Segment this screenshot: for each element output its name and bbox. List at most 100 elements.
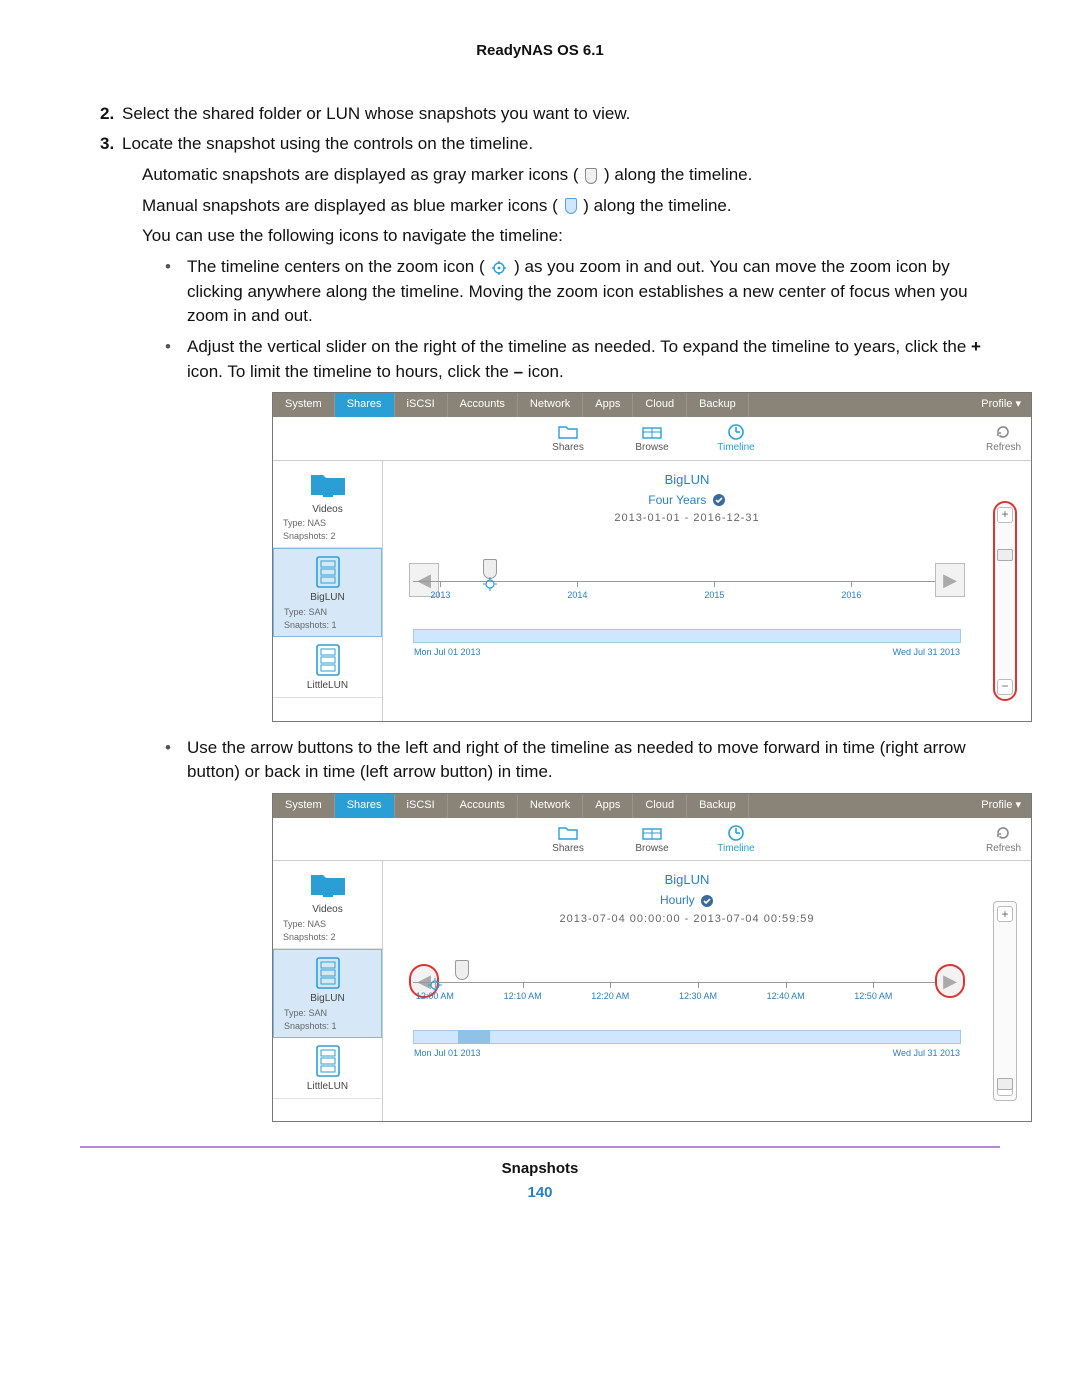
tl-sub2-text: Hourly bbox=[660, 893, 695, 907]
sidebar-2: VideosType: NASSnapshots: 2BigLUNType: S… bbox=[273, 861, 383, 1121]
tick-label: 2016 bbox=[841, 589, 861, 602]
sidebar-item-littlelun[interactable]: LittleLUN bbox=[273, 1038, 382, 1100]
tl-sub-2: Hourly bbox=[403, 892, 971, 909]
mini-right-1: Wed Jul 31 2013 bbox=[893, 646, 960, 659]
toolbar-timeline[interactable]: Timeline bbox=[711, 824, 761, 857]
sidebar-item-videos[interactable]: VideosType: NASSnapshots: 2 bbox=[273, 461, 382, 549]
tl-sub-1: Four Years bbox=[403, 492, 971, 509]
zoom-minus-1[interactable]: − bbox=[997, 679, 1013, 695]
timeline-marker-icon[interactable] bbox=[455, 960, 469, 980]
tick-label: 2015 bbox=[704, 589, 724, 602]
step-2: 2.Select the shared folder or LUN whose … bbox=[100, 102, 1000, 127]
vslider-2[interactable]: + − bbox=[993, 901, 1017, 1101]
manual-a: Manual snapshots are displayed as blue m… bbox=[142, 196, 558, 215]
mini-left-1: Mon Jul 01 2013 bbox=[414, 646, 481, 659]
nav-tab-iscsi[interactable]: iSCSI bbox=[395, 393, 448, 417]
vslider-1[interactable]: + − bbox=[993, 501, 1017, 701]
tick-label: 12:30 AM bbox=[679, 990, 717, 1003]
nav-tab-accounts[interactable]: Accounts bbox=[448, 393, 518, 417]
step-3: 3.Locate the snapshot using the controls… bbox=[100, 132, 1000, 1122]
nav-tab-accounts[interactable]: Accounts bbox=[448, 794, 518, 818]
b2c: icon. bbox=[523, 362, 564, 381]
tick bbox=[851, 581, 852, 587]
tl-track-2[interactable]: ◀ ▶ 12:00 AM12:10 AM12:20 AM12:30 AM12:4… bbox=[413, 942, 961, 1012]
screenshot-2: SystemSharesiSCSIAccountsNetworkAppsClou… bbox=[272, 793, 1032, 1123]
tl-range-2: 2013-07-04 00:00:00 - 2013-07-04 00:59:5… bbox=[403, 912, 971, 928]
tl-arrow-right-2[interactable]: ▶ bbox=[935, 964, 965, 998]
tick-label: 12:40 AM bbox=[767, 990, 805, 1003]
footer-section: Snapshots bbox=[80, 1158, 1000, 1180]
vslider-rail-2[interactable] bbox=[1003, 928, 1007, 1074]
nav-tab-cloud[interactable]: Cloud bbox=[633, 393, 687, 417]
refresh-button[interactable]: Refresh bbox=[986, 423, 1021, 456]
timeline-area-1: BigLUN Four Years 2013-01-01 - 2016-12-3… bbox=[383, 461, 1031, 721]
tl-line-2 bbox=[413, 982, 961, 983]
toolbar-timeline[interactable]: Timeline bbox=[711, 423, 761, 456]
nav-intro: You can use the following icons to navig… bbox=[100, 224, 1000, 249]
refresh-button-2[interactable]: Refresh bbox=[986, 824, 1021, 857]
nav-tab-cloud[interactable]: Cloud bbox=[633, 794, 687, 818]
toolbar-shares[interactable]: Shares bbox=[543, 423, 593, 456]
bullet-zoom: The timeline centers on the zoom icon ( … bbox=[165, 255, 1000, 329]
refresh-label: Refresh bbox=[986, 441, 1021, 456]
nav-tab-network[interactable]: Network bbox=[518, 393, 583, 417]
tl-arrow-right-1[interactable]: ▶ bbox=[935, 563, 965, 597]
nav-tab-apps[interactable]: Apps bbox=[583, 393, 633, 417]
toolbar-2: Shares Browse Timeline Refresh bbox=[273, 818, 1031, 862]
navbar-1: SystemSharesiSCSIAccountsNetworkAppsClou… bbox=[273, 393, 1031, 417]
nav-profile[interactable]: Profile ▾ bbox=[971, 794, 1031, 818]
tl-title-1: BigLUN bbox=[403, 471, 971, 490]
sidebar-item-videos[interactable]: VideosType: NASSnapshots: 2 bbox=[273, 861, 382, 949]
nav-tab-iscsi[interactable]: iSCSI bbox=[395, 794, 448, 818]
mini-right-2: Wed Jul 31 2013 bbox=[893, 1047, 960, 1060]
toolbar-browse[interactable]: Browse bbox=[627, 423, 677, 456]
sidebar-item-biglun[interactable]: BigLUNType: SANSnapshots: 1 bbox=[273, 548, 382, 637]
b1a: The timeline centers on the zoom icon ( bbox=[187, 257, 485, 276]
timeline-zoom-icon[interactable] bbox=[483, 577, 497, 597]
tick bbox=[714, 581, 715, 587]
auto-b: ) along the timeline. bbox=[604, 165, 752, 184]
bullet-arrows: Use the arrow buttons to the left and ri… bbox=[165, 736, 1000, 1123]
sidebar-item-littlelun[interactable]: LittleLUN bbox=[273, 637, 382, 699]
zoom-plus-1[interactable]: + bbox=[997, 507, 1013, 523]
tick bbox=[440, 581, 441, 587]
nav-tab-apps[interactable]: Apps bbox=[583, 794, 633, 818]
auto-a: Automatic snapshots are displayed as gra… bbox=[142, 165, 579, 184]
zoom-plus-2[interactable]: + bbox=[997, 906, 1013, 922]
vslider-thumb-2[interactable] bbox=[997, 1078, 1013, 1090]
timeline-zoom-icon[interactable] bbox=[428, 978, 442, 998]
toolbar-shares[interactable]: Shares bbox=[543, 824, 593, 857]
step-2-text: Select the shared folder or LUN whose sn… bbox=[122, 104, 630, 123]
nav-tab-shares[interactable]: Shares bbox=[335, 393, 395, 417]
timeline-marker-icon[interactable] bbox=[483, 559, 497, 579]
nav-tab-backup[interactable]: Backup bbox=[687, 393, 749, 417]
footer-page: 140 bbox=[80, 1182, 1000, 1204]
nav-tab-system[interactable]: System bbox=[273, 393, 335, 417]
footer-rule bbox=[80, 1146, 1000, 1148]
tl-mini-2[interactable]: Mon Jul 01 2013 Wed Jul 31 2013 bbox=[413, 1030, 961, 1044]
tl-track-1[interactable]: ◀ ▶ 2013201420152016 bbox=[413, 541, 961, 611]
nav-tab-shares[interactable]: Shares bbox=[335, 794, 395, 818]
b2minus: – bbox=[514, 362, 523, 381]
sidebar-item-biglun[interactable]: BigLUNType: SANSnapshots: 1 bbox=[273, 949, 382, 1038]
step-3-num: 3. bbox=[100, 132, 122, 157]
vslider-thumb-1[interactable] bbox=[997, 549, 1013, 561]
toolbar-browse[interactable]: Browse bbox=[627, 824, 677, 857]
gray-marker-icon bbox=[585, 168, 597, 184]
nav-tab-network[interactable]: Network bbox=[518, 794, 583, 818]
tick-label: 2014 bbox=[567, 589, 587, 602]
tl-mini-1[interactable]: Mon Jul 01 2013 Wed Jul 31 2013 bbox=[413, 629, 961, 643]
toolbar-1: Shares Browse Timeline Refresh bbox=[273, 417, 1031, 461]
nav-tab-system[interactable]: System bbox=[273, 794, 335, 818]
nav-profile[interactable]: Profile ▾ bbox=[971, 393, 1031, 417]
b2plus: + bbox=[971, 337, 981, 356]
tick-label: 12:20 AM bbox=[591, 990, 629, 1003]
b3: Use the arrow buttons to the left and ri… bbox=[187, 738, 966, 782]
vslider-rail-1[interactable] bbox=[1003, 529, 1007, 673]
tick bbox=[786, 982, 787, 988]
manual-snapshot-note: Manual snapshots are displayed as blue m… bbox=[100, 194, 1000, 219]
tick bbox=[873, 982, 874, 988]
nav-tab-backup[interactable]: Backup bbox=[687, 794, 749, 818]
tick-label: 12:10 AM bbox=[504, 990, 542, 1003]
bullet-list: The timeline centers on the zoom icon ( … bbox=[100, 255, 1000, 1122]
